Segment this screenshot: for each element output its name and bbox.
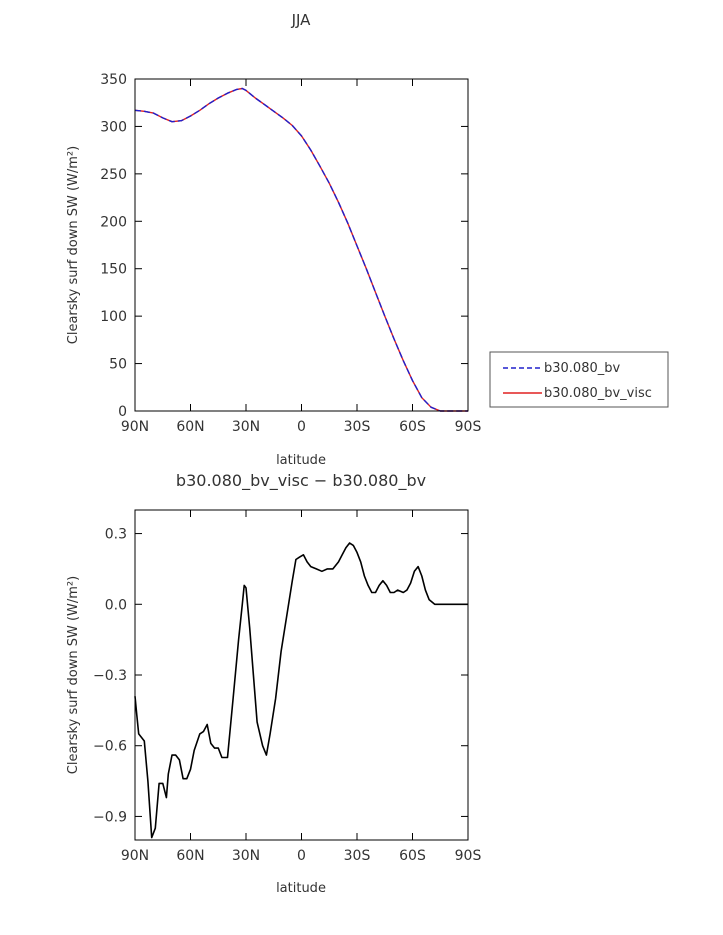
bottom-plot-frame xyxy=(134,509,469,841)
top-y-tick-label: 0 xyxy=(118,404,127,420)
bottom-x-tick-labels: 90N 60N 30N 0 30S 60S 90S xyxy=(121,848,482,864)
bottom-x-tick-label: 30S xyxy=(344,848,371,864)
bottom-tick-marks xyxy=(134,510,469,840)
top-chart-title: JJA xyxy=(291,11,312,29)
legend-label-b30-080-bv: b30.080_bv xyxy=(544,361,620,376)
bottom-y-axis-label: Clearsky surf down SW (W/m²) xyxy=(66,576,81,774)
top-y-axis-label: Clearsky surf down SW (W/m²) xyxy=(66,146,81,344)
top-y-tick-label: 100 xyxy=(100,309,127,325)
legend-box xyxy=(489,351,669,408)
bottom-y-tick-label: −0.6 xyxy=(93,739,127,755)
top-series-lines xyxy=(134,87,468,412)
top-y-tick-label: 200 xyxy=(100,214,127,230)
bottom-x-tick-label: 60N xyxy=(176,848,204,864)
top-series-line-0 xyxy=(134,87,468,412)
top-x-tick-label: 0 xyxy=(297,419,306,435)
top-x-tick-label: 60N xyxy=(176,419,204,435)
bottom-chart-title: b30.080_bv_visc − b30.080_bv xyxy=(176,471,426,491)
bottom-series-lines xyxy=(134,542,468,839)
top-x-tick-label: 90N xyxy=(121,419,149,435)
bottom-series-line-0 xyxy=(134,542,468,839)
top-x-tick-label: 30S xyxy=(344,419,371,435)
top-plot-frame xyxy=(134,78,469,412)
top-y-tick-label: 300 xyxy=(100,119,127,135)
legend: b30.080_bv b30.080_bv_visc xyxy=(489,351,669,408)
bottom-x-tick-label: 30N xyxy=(232,848,260,864)
bottom-x-axis-label: latitude xyxy=(276,881,326,896)
top-x-tick-labels: 90N 60N 30N 0 30S 60S 90S xyxy=(121,419,482,435)
bottom-y-tick-labels: 0.3 0.0 −0.3 −0.6 −0.9 xyxy=(93,527,127,826)
top-tick-marks xyxy=(134,78,469,412)
top-x-tick-label: 60S xyxy=(399,419,426,435)
top-y-tick-labels: 0 50 100 150 200 250 300 350 xyxy=(100,72,127,420)
bottom-x-tick-label: 90N xyxy=(121,848,149,864)
top-y-tick-label: 150 xyxy=(100,262,127,278)
legend-label-b30-080-bv-visc: b30.080_bv_visc xyxy=(544,386,652,401)
top-y-tick-label: 250 xyxy=(100,167,127,183)
top-x-tick-label: 90S xyxy=(455,419,482,435)
bottom-chart-panel: b30.080_bv_visc − b30.080_bv 0.3 0.0 −0.3 −… xyxy=(66,471,481,896)
bottom-x-tick-label: 0 xyxy=(297,848,306,864)
top-chart-panel: JJA 0 50 100 150 200 250 300 350 90N 60N 30N 0 30S 6… xyxy=(66,11,481,468)
top-x-axis-label: latitude xyxy=(276,453,326,468)
bottom-x-tick-label: 90S xyxy=(455,848,482,864)
top-y-tick-label: 350 xyxy=(100,72,127,88)
bottom-y-tick-label: −0.9 xyxy=(93,809,127,825)
bottom-y-tick-label: 0.0 xyxy=(105,597,127,613)
top-x-tick-label: 30N xyxy=(232,419,260,435)
bottom-y-tick-label: −0.3 xyxy=(93,668,127,684)
bottom-x-tick-label: 60S xyxy=(399,848,426,864)
bottom-y-tick-label: 0.3 xyxy=(105,527,127,543)
top-y-tick-label: 50 xyxy=(109,357,127,373)
